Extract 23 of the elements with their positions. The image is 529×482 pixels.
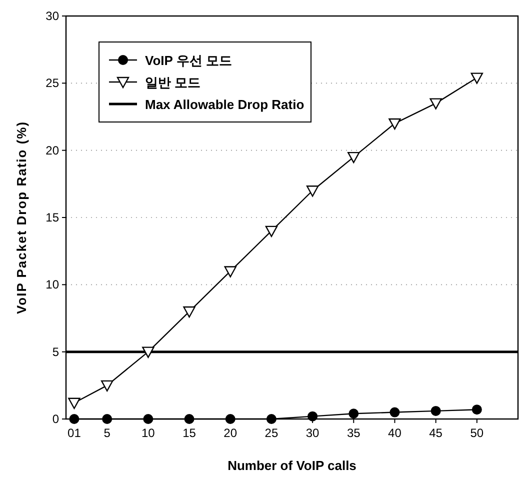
y-tick-label: 5	[52, 344, 60, 359]
x-tick-label: 30	[306, 426, 320, 440]
y-tick-label: 0	[52, 412, 60, 426]
y-tick-label: 25	[46, 76, 60, 90]
y-tick-label: 15	[46, 210, 60, 224]
x-tick-label: 50	[470, 426, 484, 440]
legend-label: Max Allowable Drop Ratio	[145, 97, 304, 112]
y-tick-label: 10	[46, 278, 60, 292]
legend-label: 일반 모드	[145, 75, 201, 90]
x-tick-label: 35	[346, 426, 361, 440]
legend-label: VoIP 우선 모드	[145, 53, 232, 68]
x-tick-label: 15	[182, 426, 196, 440]
y-axis-title: VoIP Packet Drop Ratio (%)	[14, 120, 29, 314]
y-tick-label: 20	[46, 143, 60, 158]
x-axis-title: Number of VoIP calls	[228, 458, 356, 473]
x-tick-label: 5	[104, 426, 111, 440]
y-tick-label: 30	[46, 9, 60, 23]
x-tick-label: 01	[68, 426, 82, 440]
x-tick-label: 10	[142, 426, 156, 440]
x-tick-label: 20	[224, 426, 238, 440]
x-tick-label: 45	[429, 426, 443, 440]
x-tick-label: 25	[264, 426, 278, 440]
x-tick-label: 40	[388, 426, 402, 440]
